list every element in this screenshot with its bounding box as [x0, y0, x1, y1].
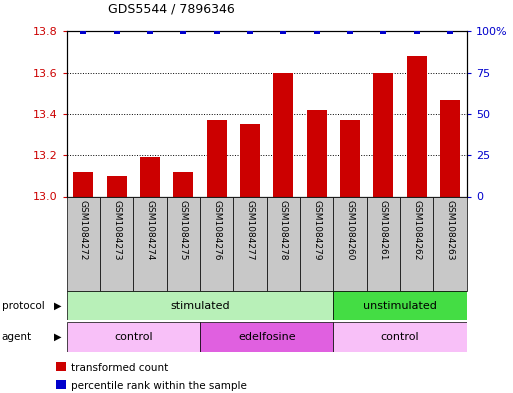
Bar: [400, 196, 433, 291]
Text: control: control: [114, 332, 153, 342]
Point: [246, 28, 254, 35]
Text: GSM1084277: GSM1084277: [246, 200, 254, 261]
Point: [312, 28, 321, 35]
Bar: [340, 120, 360, 196]
Text: GSM1084261: GSM1084261: [379, 200, 388, 261]
Text: GDS5544 / 7896346: GDS5544 / 7896346: [108, 3, 234, 16]
Point: [212, 28, 221, 35]
Point: [379, 28, 388, 35]
Bar: [300, 196, 333, 291]
Bar: [333, 291, 467, 320]
Text: GSM1084275: GSM1084275: [179, 200, 188, 261]
Text: GSM1084260: GSM1084260: [346, 200, 354, 261]
Bar: [200, 196, 233, 291]
Text: transformed count: transformed count: [71, 363, 168, 373]
Text: stimulated: stimulated: [170, 301, 230, 310]
Bar: [67, 196, 100, 291]
Text: GSM1084262: GSM1084262: [412, 200, 421, 261]
Bar: [267, 196, 300, 291]
Text: GSM1084272: GSM1084272: [79, 200, 88, 261]
Bar: [233, 196, 267, 291]
Bar: [273, 73, 293, 196]
Point: [346, 28, 354, 35]
Text: control: control: [381, 332, 420, 342]
Bar: [173, 172, 193, 196]
Text: GSM1084276: GSM1084276: [212, 200, 221, 261]
Text: GSM1084263: GSM1084263: [446, 200, 455, 261]
Text: GSM1084274: GSM1084274: [146, 200, 154, 261]
Bar: [373, 73, 393, 196]
Text: GSM1084278: GSM1084278: [279, 200, 288, 261]
Bar: [240, 124, 260, 196]
Text: ▶: ▶: [54, 301, 62, 310]
Bar: [167, 196, 200, 291]
Bar: [367, 196, 400, 291]
Bar: [67, 291, 333, 320]
Text: GSM1084279: GSM1084279: [312, 200, 321, 261]
Bar: [433, 196, 467, 291]
Bar: [100, 196, 133, 291]
Point: [112, 28, 121, 35]
Text: edelfosine: edelfosine: [238, 332, 295, 342]
Point: [146, 28, 154, 35]
Bar: [133, 196, 167, 291]
Text: agent: agent: [2, 332, 32, 342]
Bar: [440, 99, 460, 196]
Text: GSM1084273: GSM1084273: [112, 200, 121, 261]
Bar: [333, 196, 367, 291]
Point: [179, 28, 187, 35]
Text: percentile rank within the sample: percentile rank within the sample: [71, 380, 247, 391]
Text: unstimulated: unstimulated: [363, 301, 437, 310]
Point: [446, 28, 454, 35]
Bar: [67, 322, 200, 352]
Text: ▶: ▶: [54, 332, 62, 342]
Bar: [407, 56, 427, 196]
Bar: [307, 110, 327, 196]
Bar: [107, 176, 127, 196]
Text: protocol: protocol: [2, 301, 44, 310]
Point: [412, 28, 421, 35]
Bar: [140, 157, 160, 196]
Bar: [73, 172, 93, 196]
Point: [279, 28, 287, 35]
Point: [79, 28, 87, 35]
Bar: [207, 120, 227, 196]
Bar: [200, 322, 333, 352]
Bar: [333, 322, 467, 352]
